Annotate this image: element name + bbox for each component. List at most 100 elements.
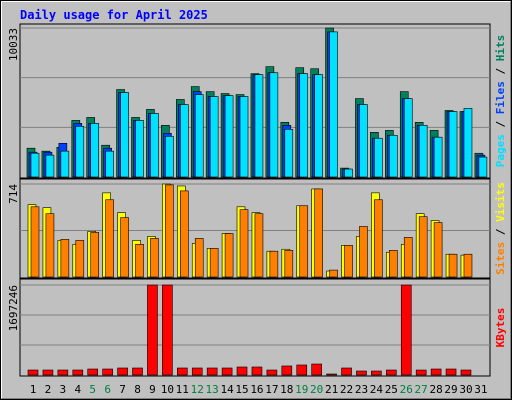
bar [329, 31, 338, 178]
bar [150, 113, 159, 178]
bar [389, 134, 398, 178]
x-tick-label: 8 [134, 383, 141, 396]
x-tick-label: 24 [370, 383, 384, 396]
bar [311, 363, 322, 376]
bar [478, 156, 488, 178]
x-tick-label: 17 [265, 383, 278, 396]
bar [374, 199, 383, 278]
bar [209, 248, 219, 278]
bar [341, 367, 352, 376]
bar [42, 369, 54, 376]
x-tick-label: 22 [340, 383, 353, 396]
x-tick-label: 23 [355, 383, 368, 396]
bar [135, 244, 144, 278]
bar [371, 370, 382, 376]
bar [135, 120, 144, 178]
bar [45, 154, 55, 178]
bar [359, 226, 368, 278]
legend-entry: Visits [494, 182, 507, 222]
bar [326, 373, 337, 376]
bar [433, 136, 443, 178]
bar [314, 188, 323, 278]
legend-separator: / [494, 222, 507, 242]
x-tick-label: 18 [280, 383, 293, 396]
x-tick-label: 26 [400, 383, 413, 396]
x-tick-label: 12 [191, 383, 204, 396]
bar [221, 367, 233, 376]
x-tick-label: 31 [474, 383, 487, 396]
bar [191, 367, 203, 376]
x-tick-label: 16 [250, 383, 263, 396]
x-tick-label: 19 [295, 383, 308, 396]
bar [239, 209, 249, 278]
bar [165, 184, 174, 278]
bar [448, 111, 458, 178]
bar [117, 367, 128, 376]
bar [266, 369, 278, 376]
legend-separator: / [494, 61, 507, 81]
bar [72, 369, 84, 376]
bar [177, 367, 188, 376]
bar [27, 369, 39, 376]
x-tick-label: 5 [89, 383, 96, 396]
bar [269, 250, 279, 278]
bar [269, 72, 279, 178]
bar [281, 365, 293, 376]
bar [254, 74, 264, 178]
x-tick-label: 4 [74, 383, 81, 396]
bar [284, 129, 294, 178]
x-tick-label: 28 [429, 383, 442, 396]
bar [463, 253, 473, 278]
bar [132, 367, 143, 376]
bar [30, 206, 40, 278]
x-tick-label: 1 [30, 383, 37, 396]
bar [314, 74, 323, 178]
x-tick-label: 27 [415, 383, 428, 396]
bar [418, 216, 428, 278]
legend-separator: / [494, 114, 507, 134]
legend-entry: Pages [494, 134, 507, 167]
bar [344, 245, 353, 278]
bar [329, 269, 338, 278]
bar [102, 368, 113, 376]
x-tick-label: 15 [235, 383, 248, 396]
bar [284, 249, 294, 278]
bar [87, 368, 99, 376]
bar [209, 96, 219, 178]
bar [403, 237, 413, 278]
legend: KBytes [494, 308, 507, 348]
bar [356, 370, 367, 376]
bar [194, 238, 204, 278]
x-tick-label: 13 [206, 383, 219, 396]
bar [120, 92, 129, 178]
bar [448, 253, 458, 278]
x-tick-label: 11 [176, 383, 189, 396]
chart-title: Daily usage for April 2025 [20, 8, 208, 22]
bar [180, 190, 189, 278]
legend-entry: Sites [494, 242, 507, 275]
x-tick-label: 30 [459, 383, 472, 396]
y-tick-label: 714 [7, 184, 20, 204]
bar [150, 238, 159, 278]
bar [206, 367, 218, 376]
bar [165, 136, 174, 178]
x-tick-label: 21 [325, 383, 338, 396]
bar [418, 125, 428, 178]
bar [430, 368, 442, 376]
bar [60, 239, 70, 278]
bar [239, 96, 249, 178]
x-tick-label: 20 [310, 383, 323, 396]
bar [389, 249, 398, 278]
legend-entry: Files [494, 81, 507, 114]
x-tick-label: 10 [161, 383, 174, 396]
bar [224, 233, 234, 278]
y-tick-label: 10033 [7, 28, 20, 61]
x-tick-label: 9 [149, 383, 156, 396]
bar [75, 126, 85, 178]
x-tick-label: 6 [104, 383, 111, 396]
bar [460, 369, 472, 376]
y-tick-label: 1697246 [7, 285, 20, 331]
bar [299, 205, 309, 278]
legend-entry: KBytes [494, 308, 507, 348]
